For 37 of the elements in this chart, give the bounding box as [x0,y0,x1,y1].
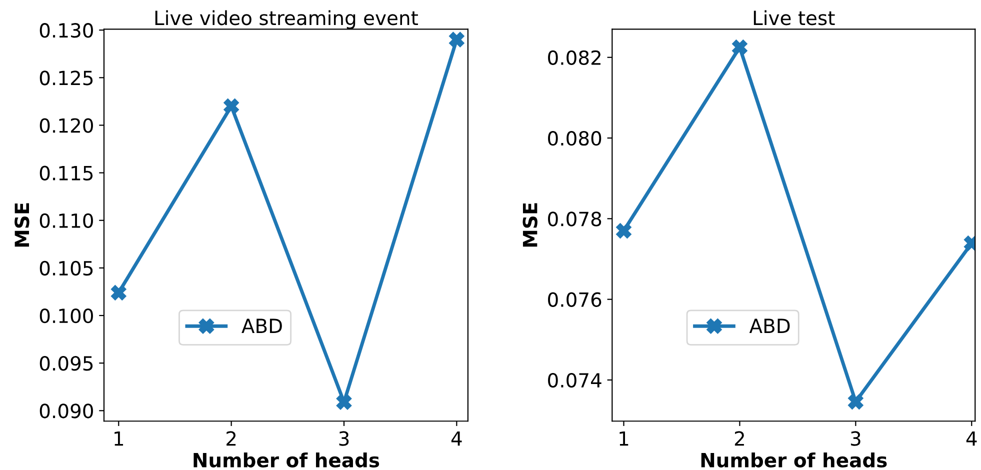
y-tick-label: 0.105 [40,260,93,276]
y-tick-label: 0.100 [40,308,93,324]
y-tick-label: 0.074 [548,372,602,388]
x-tick-label: 1 [114,431,124,446]
y-tick-label: 0.090 [40,404,93,418]
x-tick-label: 3 [339,431,349,446]
y-tick-label: 0.120 [40,118,93,133]
x-tick-label: 2 [734,431,744,446]
y-tick-label: 0.110 [40,213,93,228]
y-tick-label: 0.115 [40,166,93,180]
y-tick-label: 0.125 [40,70,93,86]
x-tick-label: 3 [850,431,860,446]
y-tick-label: 0.080 [548,130,602,146]
y-axis-title: MSE [14,203,30,247]
x-tick-label: 1 [620,431,628,446]
point [449,32,464,48]
point [336,394,352,410]
chart-title: Live video streaming event [155,10,418,30]
legend-label: ABD [749,318,790,333]
y-tick-label: 0.076 [548,292,602,307]
y-tick-label: 0.078 [548,212,602,226]
point [110,285,126,300]
point [224,98,239,114]
point [732,40,748,55]
point [616,223,632,238]
chart-title: Live test [754,10,835,26]
legend-label: ABD [242,318,282,333]
y-tick-label: 0.130 [40,23,93,38]
y-tick-label: 0.095 [40,356,93,371]
y-tick-label: 0.082 [548,50,600,66]
x-axis-title: Number of heads [701,452,887,468]
x-tick-label: 2 [226,431,236,446]
x-axis-title: Number of heads [194,452,380,468]
x-tick-label: 4 [451,431,462,446]
x-tick-label: 4 [966,431,977,446]
y-axis-title: MSE [522,203,538,247]
point [848,394,864,410]
